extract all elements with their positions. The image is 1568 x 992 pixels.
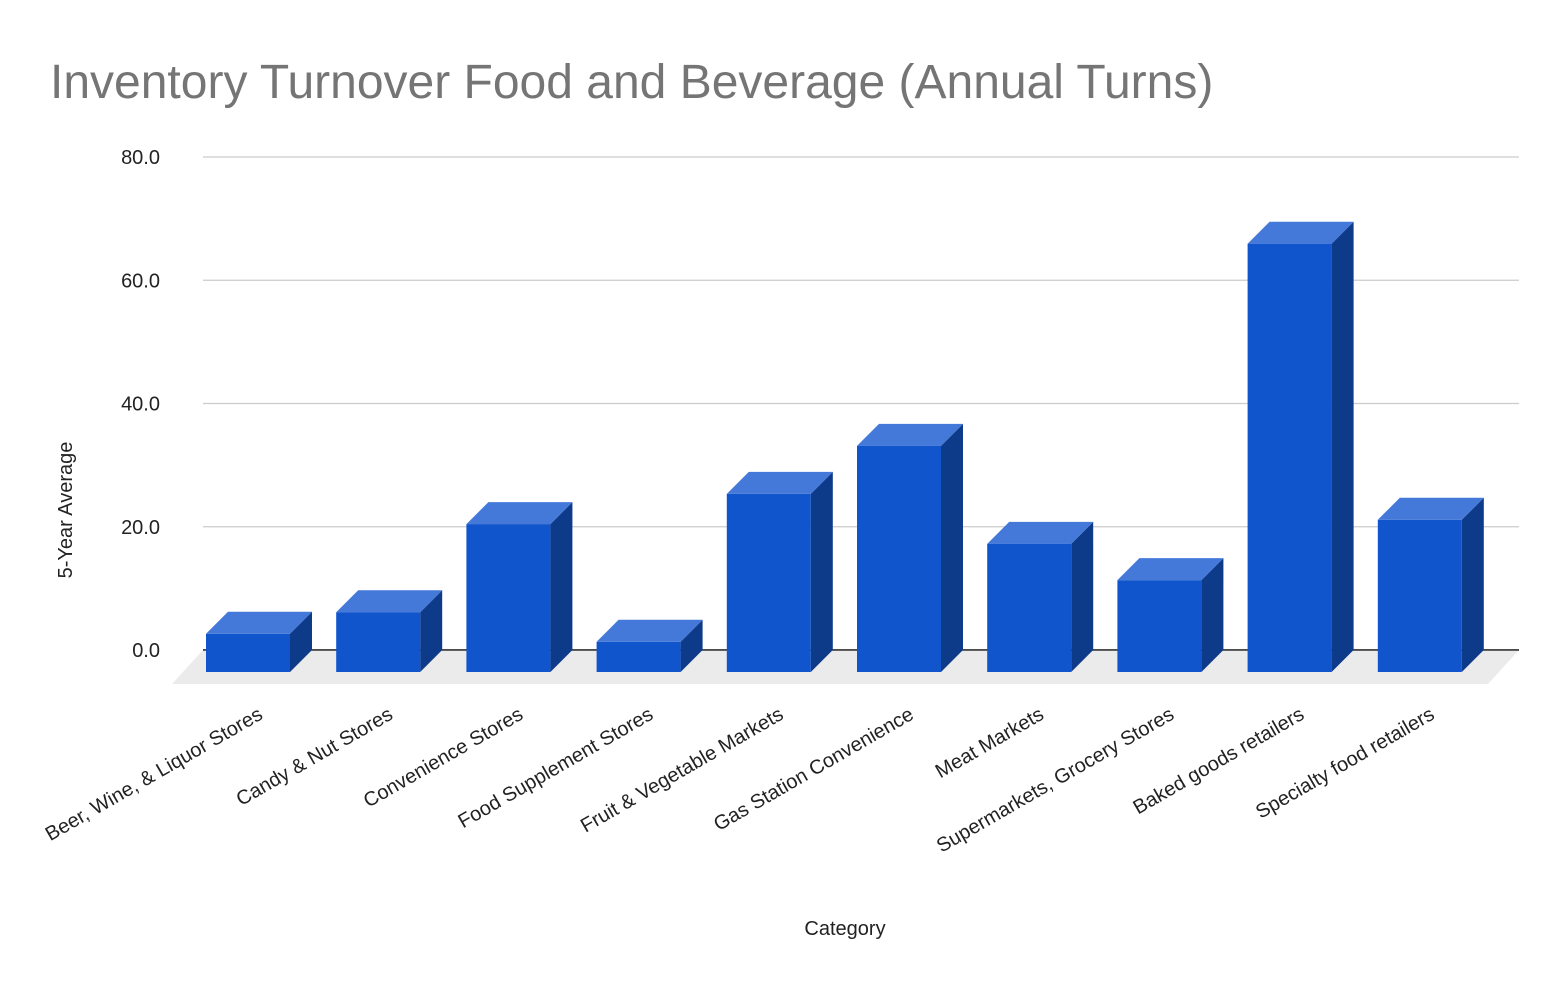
bar (596, 619, 703, 672)
bar (336, 590, 443, 672)
x-tick-label: Supermarkets, Grocery Stores (933, 703, 1178, 857)
bar-top (596, 619, 703, 642)
y-tick-label: 0.0 (132, 640, 160, 662)
bar-top (1247, 221, 1354, 244)
bar-front (336, 612, 421, 672)
bar-top (466, 502, 573, 525)
bars (206, 221, 1484, 673)
chart-title: Inventory Turnover Food and Beverage (An… (50, 56, 1213, 109)
bar-side (420, 590, 443, 672)
bar-top (1377, 497, 1484, 520)
bar-front (206, 633, 290, 672)
bar-top (206, 611, 312, 634)
bar-front (1247, 243, 1332, 673)
x-tick-label: Fruit & Vegetable Markets (577, 703, 787, 837)
y-axis-title: 5-Year Average (55, 442, 77, 579)
bar (987, 521, 1094, 672)
y-tick-label: 80.0 (121, 147, 160, 169)
x-tick-label: Beer, Wine, & Liquor Stores (42, 703, 267, 845)
y-tick-label: 20.0 (121, 517, 160, 539)
bar-front (1117, 580, 1202, 672)
bar-front (1377, 519, 1462, 672)
bar (1117, 558, 1224, 672)
bar-top (987, 521, 1094, 544)
bar-front (857, 445, 941, 672)
bar-front (596, 641, 681, 672)
bar (1377, 497, 1484, 672)
y-tick-label: 40.0 (121, 394, 160, 416)
bar-top (726, 471, 833, 494)
x-axis-title: Category (804, 918, 885, 940)
bar (726, 471, 833, 672)
bar-top (1117, 558, 1224, 581)
bar-side (810, 471, 833, 672)
bar-top (857, 423, 963, 446)
bar-front (726, 493, 811, 672)
bar-side (1201, 558, 1224, 672)
bar (1247, 221, 1354, 673)
bar-side (550, 502, 573, 672)
y-tick-label: 60.0 (121, 270, 160, 292)
bar-front (987, 543, 1072, 672)
y-axis-ticks: 0.0 20.0 40.0 60.0 80.0 (121, 147, 160, 662)
bar-side (290, 611, 312, 672)
bar (466, 502, 573, 672)
bar (206, 611, 312, 672)
bar-side (1461, 497, 1484, 672)
bar-side (941, 423, 963, 672)
bar-side (1331, 221, 1354, 673)
bar-front (466, 524, 551, 672)
bar (857, 423, 963, 672)
x-tick-label: Meat Markets (932, 703, 1048, 783)
bar-side (1071, 521, 1094, 672)
bar-top (336, 590, 443, 613)
bar-side (680, 619, 703, 672)
